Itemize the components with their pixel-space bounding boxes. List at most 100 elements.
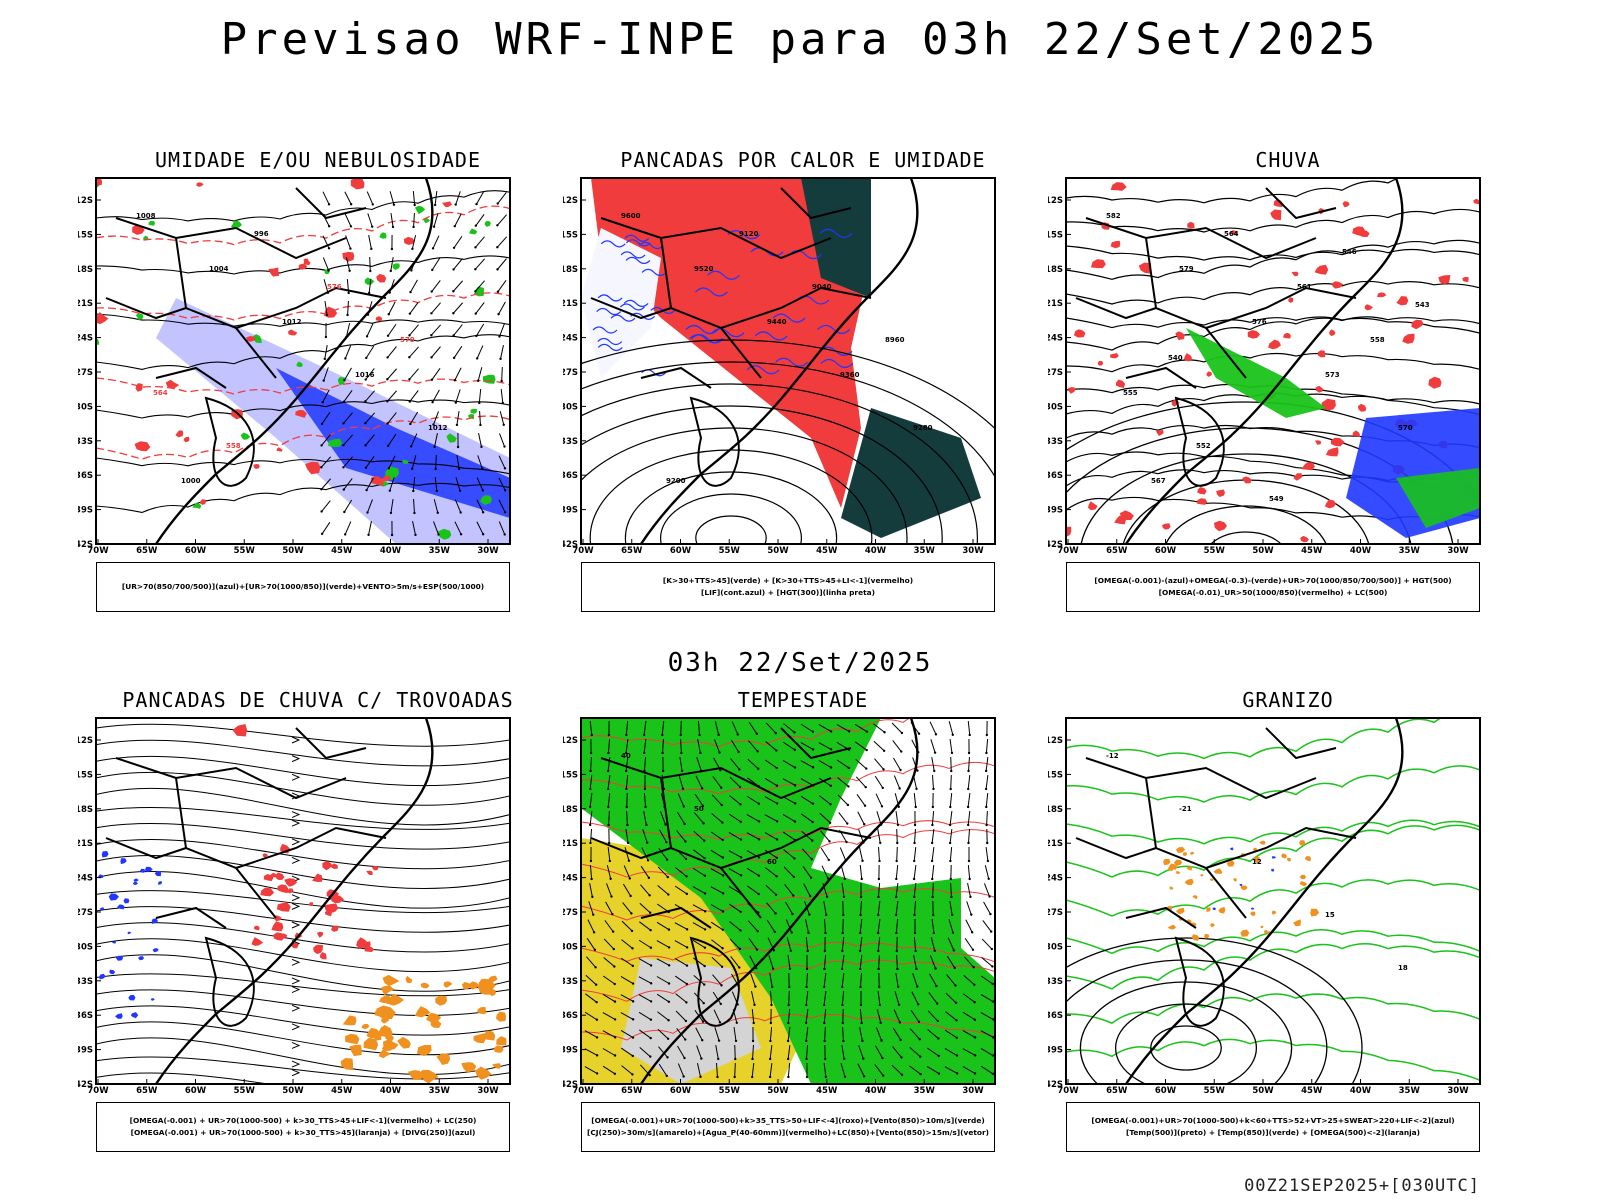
contour-label: 558 <box>1370 336 1385 344</box>
lif-contour <box>596 307 622 316</box>
wind-vector <box>476 345 484 359</box>
wind-vector <box>765 722 777 734</box>
map-layers <box>581 178 995 544</box>
wind-vector <box>909 1028 921 1040</box>
lat-tick-label: 33S <box>78 437 93 447</box>
wind-vector-head <box>955 1054 959 1057</box>
precip-area <box>196 182 204 187</box>
wind-vector-head <box>739 838 743 841</box>
lat-tick-label: 36S <box>1048 471 1063 481</box>
precip-area <box>1242 476 1252 484</box>
lat-tick-label: 39S <box>1048 1046 1063 1056</box>
wind-vector <box>679 757 683 771</box>
lif-contour <box>820 358 854 369</box>
wind-vector-head <box>452 290 455 293</box>
wind-vector <box>602 1030 616 1038</box>
wind-vector-head <box>320 488 323 491</box>
wind-vector-head <box>413 203 416 207</box>
wind-vector-head <box>896 985 900 989</box>
wind-vector <box>640 884 650 896</box>
lat-tick-label: 24S <box>1048 334 1063 344</box>
political-border <box>235 286 387 329</box>
wind-vector <box>501 366 503 382</box>
wind-vector <box>388 301 396 315</box>
wind-vector <box>324 345 328 359</box>
wind-vector <box>858 847 864 861</box>
lat-tick-label: 27S <box>1048 368 1063 378</box>
wind-vector <box>409 302 419 314</box>
wind-vector-head <box>912 877 916 881</box>
wind-vector <box>752 1044 754 1060</box>
wind-vector <box>748 937 758 951</box>
lon-tick-label: 60W <box>1155 546 1177 556</box>
wind-vector-head <box>934 733 938 736</box>
lon-tick-label: 50W <box>1252 546 1274 556</box>
lon-tick-label: 40W <box>1350 546 1372 556</box>
wind-vector <box>643 792 647 808</box>
wind-vector <box>818 777 832 787</box>
precip-area <box>1209 923 1215 927</box>
wind-vector <box>782 813 796 823</box>
wind-vector <box>711 813 723 823</box>
wind-vector <box>474 258 486 270</box>
wind-vector-head <box>775 875 778 878</box>
map-area: 12S 15S 18S 21S 24S 27S 30S 33S 36S 39S 42S 70W 65W 6… <box>1045 714 1548 1114</box>
lon-tick-label: 65W <box>136 546 158 556</box>
wind-vector <box>824 1026 826 1042</box>
wind-vector <box>658 848 668 860</box>
wind-vector <box>841 936 845 952</box>
map-area: 12S 15S 18S 21S 24S 27S 30S 33S 36S 39S 42S 70W 65W 6… <box>75 174 578 574</box>
precip-area <box>1304 856 1311 862</box>
wind-vector <box>675 993 687 1003</box>
wind-vector <box>410 279 418 293</box>
wind-vector <box>787 1062 791 1078</box>
wind-vector-head <box>666 875 670 879</box>
wind-vector <box>411 455 417 469</box>
wind-vector-head <box>859 985 862 989</box>
map-background <box>1066 718 1480 1084</box>
wind-vector <box>606 865 612 879</box>
wind-vector <box>980 1012 994 1020</box>
wind-vector <box>839 847 847 861</box>
political-border <box>1075 837 1157 860</box>
wind-vector-head <box>389 269 392 273</box>
wind-vector-head <box>987 877 990 880</box>
wind-vector-head <box>752 1021 755 1025</box>
precip-area <box>492 1063 501 1069</box>
wind-vector-head <box>972 966 975 969</box>
precip-area <box>1271 868 1275 872</box>
precip-area <box>1187 221 1195 229</box>
wind-vector <box>949 792 953 808</box>
precip-area <box>287 888 294 894</box>
lon-tick-label: 50W <box>1252 1086 1274 1096</box>
streamline <box>96 1005 510 1036</box>
wind-vector-head <box>503 445 506 448</box>
wind-vector-head <box>592 931 596 934</box>
contour-line <box>1066 929 1480 955</box>
wind-vector-head <box>949 859 952 863</box>
wind-vector <box>692 904 706 912</box>
wind-vector <box>498 521 506 535</box>
wind-vector <box>696 757 702 771</box>
wind-vector <box>344 191 352 205</box>
lon-tick-label: 50W <box>767 546 789 556</box>
political-border <box>1265 187 1337 220</box>
wind-vector <box>343 390 353 402</box>
lif-contour <box>623 299 649 307</box>
streamline <box>96 771 510 806</box>
precip-area <box>417 1045 432 1057</box>
wind-vector-head <box>408 334 411 337</box>
wind-vector-head <box>631 947 634 950</box>
wind-vector-head <box>846 822 849 825</box>
map-panel-5: TEMPESTADE 12S 15S 18S 21S 24S 27S 30S 33S 36S 39S… <box>560 688 1063 1168</box>
precip-area <box>376 273 387 283</box>
wind-vector <box>590 756 592 772</box>
wind-vector <box>625 774 629 790</box>
wind-vector <box>638 994 652 1002</box>
contour-label: 9040 <box>812 283 832 291</box>
lat-tick-label: 27S <box>563 368 578 378</box>
wind-vector-head <box>896 841 899 845</box>
wind-vector-head <box>775 749 778 752</box>
wind-vector-head <box>917 1020 921 1023</box>
